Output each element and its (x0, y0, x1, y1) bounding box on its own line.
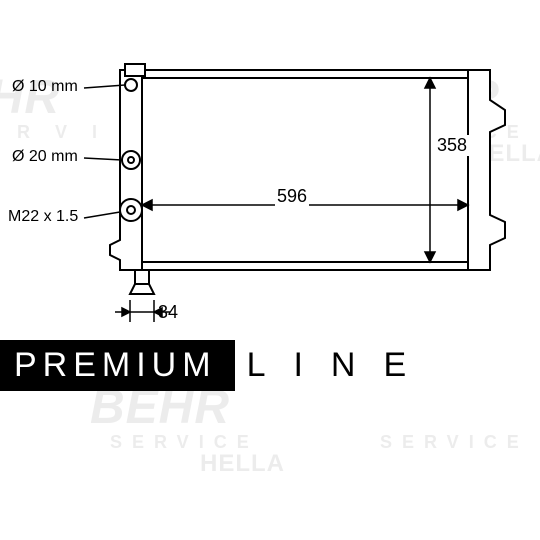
spec-diameter-10: Ø 10 mm (12, 78, 78, 96)
premium-line-banner: PREMIUM LINE (0, 340, 540, 391)
dimension-width: 596 (275, 186, 309, 207)
diagram-canvas: BEHR SERVICE HELLA BEHR SERVICE HELLA SE… (0, 0, 540, 540)
banner-premium: PREMIUM (0, 340, 235, 391)
radiator-drawing (0, 0, 540, 540)
dimension-thickness: 34 (156, 302, 180, 323)
banner-line: LINE (235, 346, 435, 385)
spec-diameter-20: Ø 20 mm (12, 148, 78, 166)
spec-thread: M22 x 1.5 (8, 208, 78, 226)
dimension-height: 358 (435, 135, 469, 156)
